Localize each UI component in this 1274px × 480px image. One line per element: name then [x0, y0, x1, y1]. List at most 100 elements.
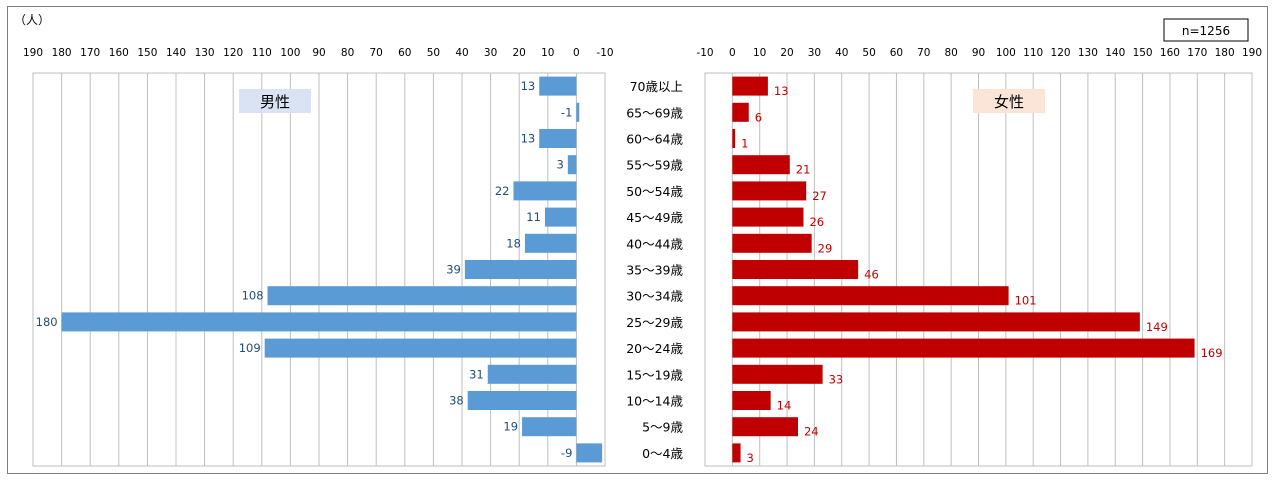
male-data-label: 3 — [556, 158, 563, 172]
age-category-label: 20〜24歳 — [626, 341, 683, 356]
male-axis-tick-label: -10 — [596, 47, 613, 59]
female-axis-tick-label: 80 — [944, 47, 957, 59]
male-axis-tick-label: 50 — [427, 47, 440, 59]
female-title: 女性 — [994, 93, 1024, 111]
female-axis-tick-label: 130 — [1078, 47, 1098, 59]
male-bar — [487, 364, 577, 384]
female-data-label: 3 — [747, 451, 754, 465]
male-bar — [524, 233, 577, 253]
female-bar — [732, 286, 1009, 306]
female-bar — [732, 129, 736, 148]
male-axis-tick-label: 80 — [341, 47, 354, 59]
age-category-label: 65〜69歳 — [626, 105, 683, 120]
male-data-label: 11 — [526, 210, 541, 224]
female-axis-tick-label: 110 — [1023, 47, 1043, 59]
female-data-label: 29 — [818, 241, 833, 255]
female-axis-tick-label: 60 — [890, 47, 903, 59]
sample-size-box — [1163, 18, 1249, 42]
female-axis-tick-label: 170 — [1187, 47, 1207, 59]
female-bar — [732, 181, 807, 201]
female-axis-tick-label: 50 — [862, 47, 875, 59]
female-bar — [732, 260, 859, 279]
female-data-label: 46 — [864, 268, 879, 282]
chart-frame — [7, 6, 1268, 474]
female-axis-tick-label: 90 — [972, 47, 985, 59]
male-title-bg — [239, 89, 311, 113]
age-category-label: 45〜49歳 — [626, 210, 683, 225]
male-bar — [576, 443, 603, 463]
male-bar — [522, 417, 577, 437]
male-axis-tick-label: 160 — [109, 47, 129, 59]
male-data-label: 18 — [506, 236, 521, 250]
male-axis-tick-label: 140 — [166, 47, 186, 59]
male-data-label: 13 — [521, 132, 536, 146]
male-axis-tick-label: 10 — [541, 47, 554, 59]
age-category-label: 15〜19歳 — [626, 367, 683, 382]
female-axis-tick-label: 150 — [1133, 47, 1153, 59]
male-axis-tick-label: 180 — [52, 47, 72, 59]
male-panel: -10 0 10 20 30 40 50 60 70 80 90 100 110 120 130 140 150… — [23, 47, 614, 467]
age-category-label: 35〜39歳 — [626, 263, 683, 278]
male-axis-tick-label: 100 — [280, 47, 300, 59]
female-data-label: 21 — [796, 163, 811, 177]
male-axis-tick-label: 170 — [80, 47, 100, 59]
male-data-label: 13 — [521, 79, 536, 93]
female-data-label: 6 — [755, 110, 762, 124]
female-axis-tick-label: 180 — [1215, 47, 1235, 59]
female-bar — [732, 391, 771, 410]
female-data-label: 33 — [829, 372, 844, 386]
female-axis-tick-label: 10 — [753, 47, 766, 59]
female-data-label: 26 — [809, 215, 824, 229]
female-bar — [732, 233, 812, 253]
age-category-label: 0〜4歳 — [642, 446, 683, 461]
female-panel: -10 0 10 20 30 40 50 60 70 80 90 100 110 120 130 140 150… — [696, 47, 1262, 467]
female-title-bg — [973, 89, 1045, 113]
female-axis-tick-label: 190 — [1242, 47, 1262, 59]
male-data-label: 38 — [449, 394, 464, 408]
female-axis-tick-label: 0 — [729, 47, 736, 59]
male-axis-tick-label: 120 — [223, 47, 243, 59]
male-bar — [576, 102, 580, 122]
female-data-label: 149 — [1146, 320, 1168, 334]
male-axis-tick-label: 150 — [137, 47, 157, 59]
male-data-label: -1 — [561, 105, 572, 119]
male-axis-tick-label: 70 — [370, 47, 383, 59]
female-bar — [732, 338, 1195, 358]
female-axis-tick-label: 140 — [1105, 47, 1125, 59]
female-bar — [732, 207, 804, 227]
female-axis-tick-label: -10 — [696, 47, 713, 59]
female-data-label: 24 — [804, 425, 819, 439]
male-axis-tick-label: 130 — [195, 47, 215, 59]
age-category-label: 25〜29歳 — [626, 315, 683, 330]
female-axis-tick-label: 100 — [996, 47, 1016, 59]
male-axis-tick-label: 40 — [455, 47, 468, 59]
male-axis-tick-label: 60 — [398, 47, 411, 59]
male-data-label: 19 — [503, 420, 518, 434]
male-bar — [513, 181, 577, 201]
female-data-label: 13 — [774, 84, 789, 98]
male-axis-tick-label: 90 — [312, 47, 325, 59]
female-data-label: 101 — [1015, 294, 1037, 308]
male-axis-tick-label: 30 — [484, 47, 497, 59]
sample-size-label: n=1256 — [1182, 24, 1230, 38]
male-data-label: 22 — [495, 184, 510, 198]
female-bar — [732, 417, 798, 437]
male-axis-tick-label: 110 — [252, 47, 272, 59]
female-data-label: 27 — [812, 189, 827, 203]
male-data-label: 39 — [446, 263, 461, 277]
female-data-label: 14 — [777, 399, 792, 413]
age-category-label: 70歳以上 — [630, 79, 683, 94]
male-bar — [539, 129, 577, 148]
male-title: 男性 — [260, 93, 290, 111]
male-data-label: 109 — [239, 341, 261, 355]
male-data-label: 108 — [242, 289, 264, 303]
age-category-label: 10〜14歳 — [626, 394, 683, 409]
male-bar — [464, 260, 577, 279]
male-bar — [544, 207, 577, 227]
male-bar — [61, 312, 577, 332]
female-axis-tick-label: 40 — [835, 47, 848, 59]
age-category-label: 60〜64歳 — [626, 132, 683, 147]
male-axis-tick-label: 0 — [573, 47, 580, 59]
male-bar — [264, 338, 577, 358]
female-bar — [732, 443, 741, 463]
